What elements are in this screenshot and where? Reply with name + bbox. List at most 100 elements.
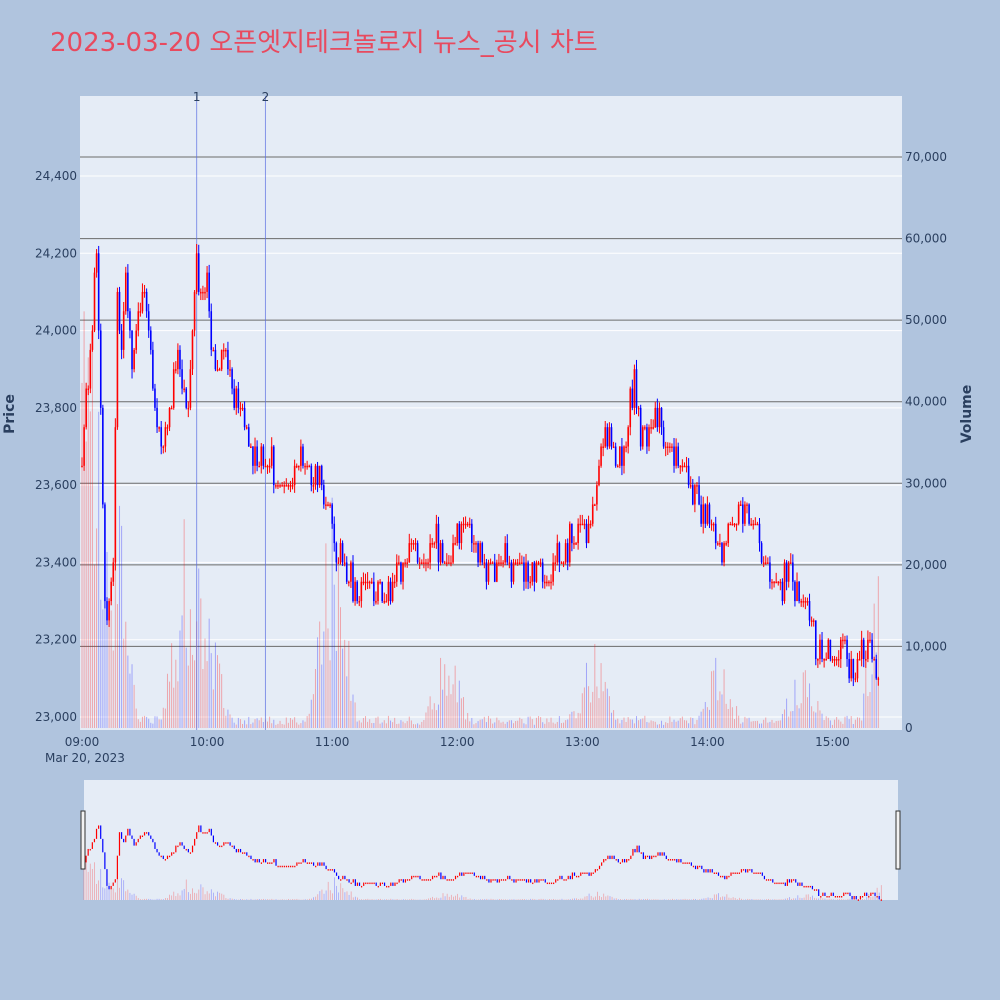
mini-candle <box>605 859 607 861</box>
mini-candle <box>805 885 807 888</box>
candle-body <box>89 349 92 389</box>
volume-bar <box>148 718 150 728</box>
mini-candle <box>649 855 651 860</box>
candle-body <box>552 562 554 582</box>
volume-bar <box>706 707 708 728</box>
candle-body <box>677 446 679 466</box>
range-slider-right-handle[interactable] <box>895 810 901 870</box>
candle-body <box>443 562 446 564</box>
candle-body <box>685 465 688 468</box>
candle-body <box>104 504 106 602</box>
candle-body <box>145 291 148 312</box>
mini-candle <box>694 865 697 870</box>
candle-body <box>625 446 627 448</box>
mini-volume-bar <box>818 898 820 900</box>
mini-volume-bar <box>430 897 431 900</box>
mini-volume-bar <box>711 898 713 900</box>
volume-bar <box>194 660 196 728</box>
range-slider[interactable] <box>80 780 901 901</box>
mini-candle <box>164 859 166 861</box>
volume-bar <box>350 700 352 728</box>
mini-candle <box>106 869 108 886</box>
mini-candle <box>388 885 390 888</box>
volume-bar <box>871 674 873 728</box>
mini-candle <box>444 875 446 880</box>
mini-volume-bar <box>269 899 271 900</box>
candle-body <box>164 427 167 447</box>
candle-body <box>441 543 444 563</box>
candle-body <box>293 465 296 486</box>
mini-candle <box>751 869 753 873</box>
mini-candle <box>242 852 244 854</box>
mini-candle <box>223 842 225 846</box>
volume-bar <box>623 717 625 728</box>
volume-bar <box>465 719 467 728</box>
candle-body <box>521 562 523 564</box>
candle-body <box>418 562 421 564</box>
range-slider-left-handle[interactable] <box>80 810 86 870</box>
mini-volume-bar <box>822 898 824 900</box>
candle-body <box>429 543 431 563</box>
volume-bar <box>250 724 252 728</box>
candle-body <box>496 562 498 582</box>
mini-volume-bar <box>820 897 822 900</box>
mini-volume-bar <box>628 899 630 900</box>
volume-bar <box>854 719 856 728</box>
mini-candle <box>479 875 482 880</box>
candle-body <box>456 523 459 544</box>
volume-bar <box>838 719 840 728</box>
volume-bar <box>254 719 256 728</box>
mini-volume-bar <box>267 899 269 900</box>
mini-candle <box>335 872 338 876</box>
mini-candle <box>338 875 340 880</box>
volume-bar <box>848 719 850 728</box>
candle-body <box>587 523 590 544</box>
mini-volume-bar <box>254 899 256 900</box>
candle-body <box>283 485 286 487</box>
mini-volume-bar <box>91 868 93 900</box>
volume-bar <box>423 719 425 728</box>
candle-body <box>268 465 271 468</box>
candle-body <box>181 369 183 389</box>
mini-candle <box>304 859 306 863</box>
volume-bar <box>398 723 400 728</box>
mini-volume-bar <box>607 895 609 900</box>
mini-candle <box>191 845 194 853</box>
candle-body <box>231 369 233 389</box>
mini-candle <box>763 875 766 880</box>
volume-bar <box>360 722 362 728</box>
mini-volume-bar <box>757 899 759 900</box>
volume-bar <box>273 719 275 728</box>
candle-body <box>252 446 254 466</box>
mini-candle <box>540 879 542 881</box>
candle-body <box>110 581 112 602</box>
mini-volume-bar <box>864 899 866 900</box>
candle-body <box>654 407 657 428</box>
candle-body <box>189 369 192 408</box>
volume-bar <box>477 721 479 728</box>
mini-volume-bar <box>634 899 636 900</box>
mini-volume-bar <box>175 896 177 900</box>
mini-candle <box>406 879 409 881</box>
candle-body <box>781 581 784 602</box>
candle-body <box>87 388 90 391</box>
mini-volume-bar <box>465 896 467 900</box>
mini-volume-bar <box>127 889 129 900</box>
mini-volume-bar <box>179 895 181 900</box>
volume-bar <box>773 722 775 728</box>
mini-candle <box>360 885 363 888</box>
mini-candle <box>285 865 288 868</box>
mini-volume-bar <box>540 898 542 900</box>
volume-bar <box>823 720 825 728</box>
mini-volume-bar <box>730 898 732 900</box>
time-tick-label: 14:00 <box>690 735 725 749</box>
mini-volume-bar <box>586 896 588 900</box>
volume-axis-ticks: 010,00020,00030,00040,00050,00060,00070,… <box>905 150 947 735</box>
volume-bar <box>169 681 171 728</box>
mini-candle <box>500 879 503 881</box>
mini-candle <box>429 879 432 881</box>
mini-candle <box>872 892 874 895</box>
volume-bar <box>636 716 638 728</box>
volume-bar <box>744 716 746 728</box>
